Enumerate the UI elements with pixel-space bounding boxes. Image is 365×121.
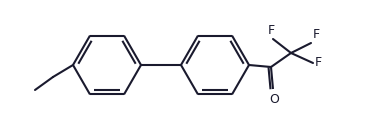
- Text: F: F: [268, 24, 274, 37]
- Text: O: O: [269, 93, 279, 106]
- Text: F: F: [315, 57, 322, 69]
- Text: F: F: [313, 28, 320, 41]
